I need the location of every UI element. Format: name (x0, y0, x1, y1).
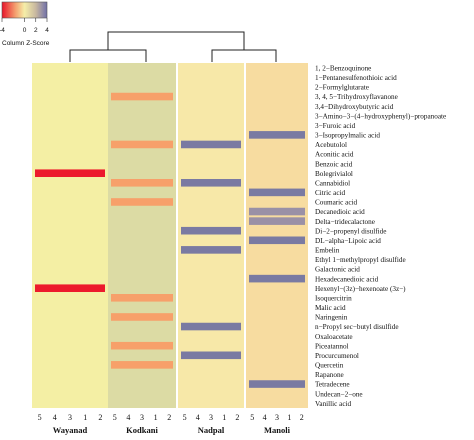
replicate-label: 5 (250, 413, 254, 422)
row-label: Citric acid (315, 189, 346, 197)
row-label: Decanedioic acid (315, 208, 365, 216)
row-label: Oxaloacetate (315, 333, 353, 341)
row-label: 3,4−Dihydroxybutyric acid (315, 103, 394, 111)
row-label: Undecan−2−one (315, 390, 363, 398)
group-label-kodkani: Kodkani (126, 425, 158, 435)
row-label: 3, 4, 5−Trihydroxyflavanone (315, 93, 398, 101)
replicate-label: 4 (263, 413, 267, 422)
replicate-label: 4 (53, 413, 57, 422)
heatmap-cell (249, 274, 305, 283)
heatmap-cell (249, 207, 305, 216)
heatmap-cell (181, 140, 241, 149)
color-key-tick-label: 0 (23, 27, 27, 34)
heatmap-cell (111, 294, 173, 302)
row-label: Vanillic acid (315, 400, 352, 408)
replicate-label: 4 (126, 413, 130, 422)
row-label: Embelin (315, 247, 340, 255)
group-label-manoli: Manoli (264, 425, 291, 435)
color-key-tick-label: -4 (0, 27, 5, 34)
row-label: Rapanone (315, 371, 344, 379)
replicate-label: 5 (113, 413, 117, 422)
row-label: Ethyl 1−methylpropyl disulfide (315, 256, 406, 264)
heatmap-column-manoli (246, 63, 308, 408)
heatmap-cell (181, 351, 241, 360)
replicate-label: 3 (140, 413, 144, 422)
heatmap-cell (249, 236, 305, 245)
row-label: Malic acid (315, 304, 346, 312)
replicate-label: 4 (196, 413, 200, 422)
row-label: Tetradecene (315, 381, 350, 389)
row-label: 1−Pentanesulfenothioic acid (315, 74, 397, 82)
heatmap-cell (111, 140, 173, 149)
row-label: 3−Furoic acid (315, 122, 356, 130)
row-label: Isoquercitrin (315, 294, 352, 302)
color-key-bar (1, 1, 48, 19)
row-label: Procurcumenol (315, 352, 359, 360)
dendrogram-branch-root (107, 31, 245, 50)
replicate-label: 3 (68, 413, 72, 422)
replicate-label: 2 (235, 413, 239, 422)
heatmap-cell (111, 92, 173, 101)
replicate-label: 1 (287, 413, 291, 422)
row-label: 3−Amino−3−(4−hydroxyphenyl)−propanoate (315, 112, 446, 120)
replicate-label: 1 (222, 413, 226, 422)
heatmap-cell (111, 198, 173, 206)
replicate-label: 3 (275, 413, 279, 422)
heatmap-cell (35, 284, 105, 292)
heatmap-cell (249, 188, 305, 197)
row-label: Benzoic acid (315, 160, 353, 168)
heatmap-cell (181, 322, 241, 331)
row-label: DL−alpha−Lipoic acid (315, 237, 381, 245)
replicate-label: 5 (38, 413, 42, 422)
heatmap-column-nadpal (178, 63, 244, 408)
heatmap-cell (111, 179, 173, 187)
row-label: n−Propyl sec−butyl disulfide (315, 323, 399, 331)
row-label: Piceatannol (315, 342, 349, 350)
color-key: -4 024 Column Z-Score (0, 1, 50, 47)
heatmap-cell (181, 179, 241, 187)
heatmap-cell (181, 226, 241, 235)
row-label: Hexenyl−(3z)−hexenoate (3z−) (315, 285, 406, 293)
group-label-wayanad: Wayanad (53, 425, 88, 435)
row-label: 2−Formylglutarate (315, 84, 369, 92)
color-key-label: Column Z-Score (2, 40, 50, 47)
column-dendrogram (69, 31, 277, 62)
row-label: Galactonic acid (315, 266, 360, 274)
color-key-tick-label: 4 (45, 27, 49, 34)
heatmap-cell (249, 380, 305, 388)
row-label: 1, 2−Benzoquinone (315, 64, 371, 72)
heatmap-cell (111, 313, 173, 321)
heatmap-cell (35, 169, 105, 177)
heatmap-cell (181, 246, 241, 254)
heatmap-cell (249, 131, 305, 139)
row-label: Hexadecanedioic acid (315, 275, 379, 283)
row-label: Aconitic acid (315, 151, 354, 159)
dendrogram-branch-wayanad-kodkani (69, 49, 147, 62)
heatmap-column-wayanad (32, 63, 108, 408)
heatmap-cell (111, 361, 173, 369)
row-label: Quercetin (315, 362, 344, 370)
row-label: 3−Isopropylmalic acid (315, 132, 380, 140)
replicate-label: 1 (83, 413, 87, 422)
row-label: Delta−tridecalactone (315, 218, 375, 226)
heatmap-cell (249, 217, 305, 225)
row-label: Naringenin (315, 314, 348, 322)
replicate-label: 3 (209, 413, 213, 422)
replicate-label: 1 (154, 413, 158, 422)
row-label: Cannabidiol (315, 179, 350, 187)
row-label: Acebutolol (315, 141, 347, 149)
replicate-label: 2 (98, 413, 102, 422)
row-label: Bolegrivialol (315, 170, 353, 178)
replicate-label: 5 (183, 413, 187, 422)
dendrogram-branch-nadpal-manoli (211, 49, 277, 62)
row-label: Coumaric acid (315, 199, 358, 207)
color-key-tick-label: 2 (34, 27, 38, 34)
row-label: Di−2−propenyl disulfide (315, 227, 386, 235)
replicate-label: 2 (167, 413, 171, 422)
heatmap-cell (111, 341, 173, 350)
group-label-nadpal: Nadpal (198, 425, 225, 435)
replicate-label: 2 (300, 413, 304, 422)
heatmap-column-kodkani (108, 63, 176, 408)
